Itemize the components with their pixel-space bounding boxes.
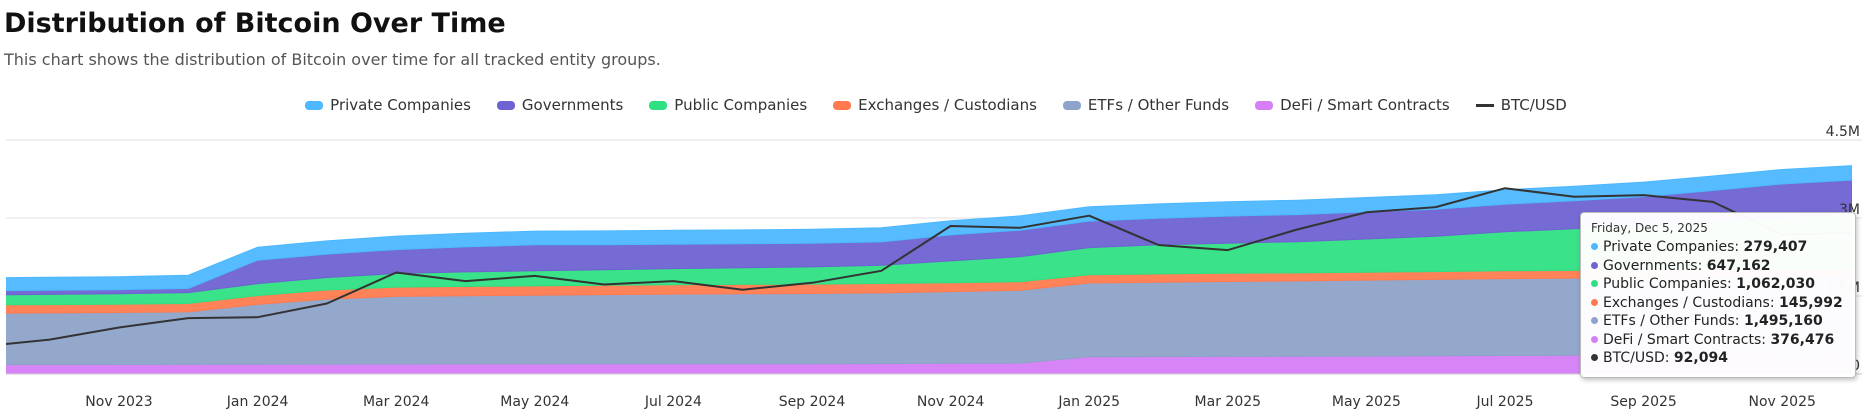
x-tick-label: Nov 2023 — [85, 394, 152, 410]
legend-swatch — [1255, 100, 1274, 110]
x-tick-label: Jan 2024 — [226, 394, 289, 410]
tooltip-name: Public Companies — [1603, 276, 1736, 292]
tooltip-name: Governments — [1603, 258, 1707, 274]
tooltip-value: 92,094 — [1673, 350, 1728, 366]
tooltip-name: Private Companies — [1603, 239, 1744, 255]
tooltip-row: Private Companies279,407 — [1591, 238, 1845, 257]
tooltip-row: ETFs / Other Funds1,495,160 — [1591, 312, 1845, 331]
legend-swatch — [1062, 100, 1081, 110]
tooltip-row: BTC/USD92,094 — [1591, 349, 1845, 368]
tooltip-dot — [1591, 280, 1598, 287]
chart-title: Distribution of Bitcoin Over Time — [4, 8, 506, 39]
x-tick-label: Jul 2024 — [644, 394, 702, 410]
tooltip-value: 647,162 — [1706, 257, 1771, 274]
tooltip: Friday, Dec 5, 2025 Private Companies279… — [1580, 212, 1856, 378]
x-tick-label: May 2025 — [1332, 394, 1401, 410]
tooltip-row: DeFi / Smart Contracts376,476 — [1591, 331, 1845, 350]
legend-label: Public Companies — [674, 96, 808, 114]
x-tick-label: Sep 2024 — [779, 394, 846, 410]
tooltip-dot — [1591, 298, 1598, 306]
plot-area — [6, 165, 1852, 374]
legend-swatch — [649, 100, 668, 110]
x-tick-label: Jan 2025 — [1057, 394, 1120, 410]
legend-item: Public Companies — [649, 96, 807, 114]
tooltip-title: Friday, Dec 5, 2025 — [1591, 221, 1708, 235]
x-tick-label: Jul 2025 — [1476, 394, 1534, 410]
tooltip-name: Exchanges / Custodians — [1603, 295, 1779, 311]
x-tick-label: Mar 2024 — [363, 394, 430, 410]
legend-label: Private Companies — [330, 96, 471, 114]
tooltip-name: ETFs / Other Funds — [1603, 313, 1744, 329]
tooltip-dot — [1591, 261, 1598, 269]
tooltip-rows: Private Companies279,407Governments647,1… — [1591, 238, 1845, 368]
tooltip-name: DeFi / Smart Contracts — [1603, 332, 1770, 348]
legend-label: Governments — [521, 96, 624, 114]
tooltip-value: 376,476 — [1770, 331, 1835, 348]
legend-label: ETFs / Other Funds — [1087, 96, 1230, 114]
legend-item: Governments — [496, 96, 624, 114]
tooltip-dot — [1591, 243, 1598, 250]
legend-swatch — [305, 100, 324, 110]
tooltip-value: 145,992 — [1779, 294, 1843, 311]
legend-swatch — [1475, 103, 1494, 107]
legend-label: DeFi / Smart Contracts — [1280, 96, 1450, 114]
tooltip-row: Governments647,162 — [1591, 257, 1845, 276]
tooltip-dot — [1591, 354, 1598, 361]
legend-item: Exchanges / Custodians — [833, 96, 1037, 114]
tooltip-row: Public Companies1,062,030 — [1591, 275, 1845, 294]
tooltip-name: BTC/USD — [1603, 350, 1674, 366]
legend-label: BTC/USD — [1500, 96, 1567, 114]
x-tick-label: Sep 2025 — [1610, 394, 1676, 410]
legend: Private Companies Governments Public Compa… — [0, 96, 1872, 114]
legend-label: Exchanges / Custodians — [858, 96, 1037, 114]
x-tick-label: May 2024 — [500, 394, 569, 410]
tooltip-dot — [1591, 317, 1598, 324]
tooltip-dot — [1591, 335, 1598, 343]
y-tick-label: 4.5M — [1826, 124, 1860, 140]
area — [6, 165, 1852, 292]
legend-item: BTC/USD — [1475, 96, 1567, 114]
x-tick-label: Nov 2024 — [917, 394, 984, 410]
legend-swatch — [833, 100, 852, 110]
x-tick-label: Nov 2025 — [1748, 394, 1815, 410]
x-tick-label: Mar 2025 — [1195, 394, 1262, 410]
legend-swatch — [496, 100, 515, 110]
tooltip-value: 1,495,160 — [1743, 313, 1823, 329]
legend-item: DeFi / Smart Contracts — [1255, 96, 1450, 114]
tooltip-value: 279,407 — [1743, 239, 1808, 255]
tooltip-value: 1,062,030 — [1736, 276, 1815, 292]
line — [6, 187, 1852, 345]
chart-subtitle: This chart shows the distribution of Bit… — [4, 50, 661, 69]
legend-item: Private Companies — [305, 96, 471, 114]
tooltip-row: Exchanges / Custodians145,992 — [1591, 294, 1845, 313]
legend-item: ETFs / Other Funds — [1062, 96, 1230, 114]
